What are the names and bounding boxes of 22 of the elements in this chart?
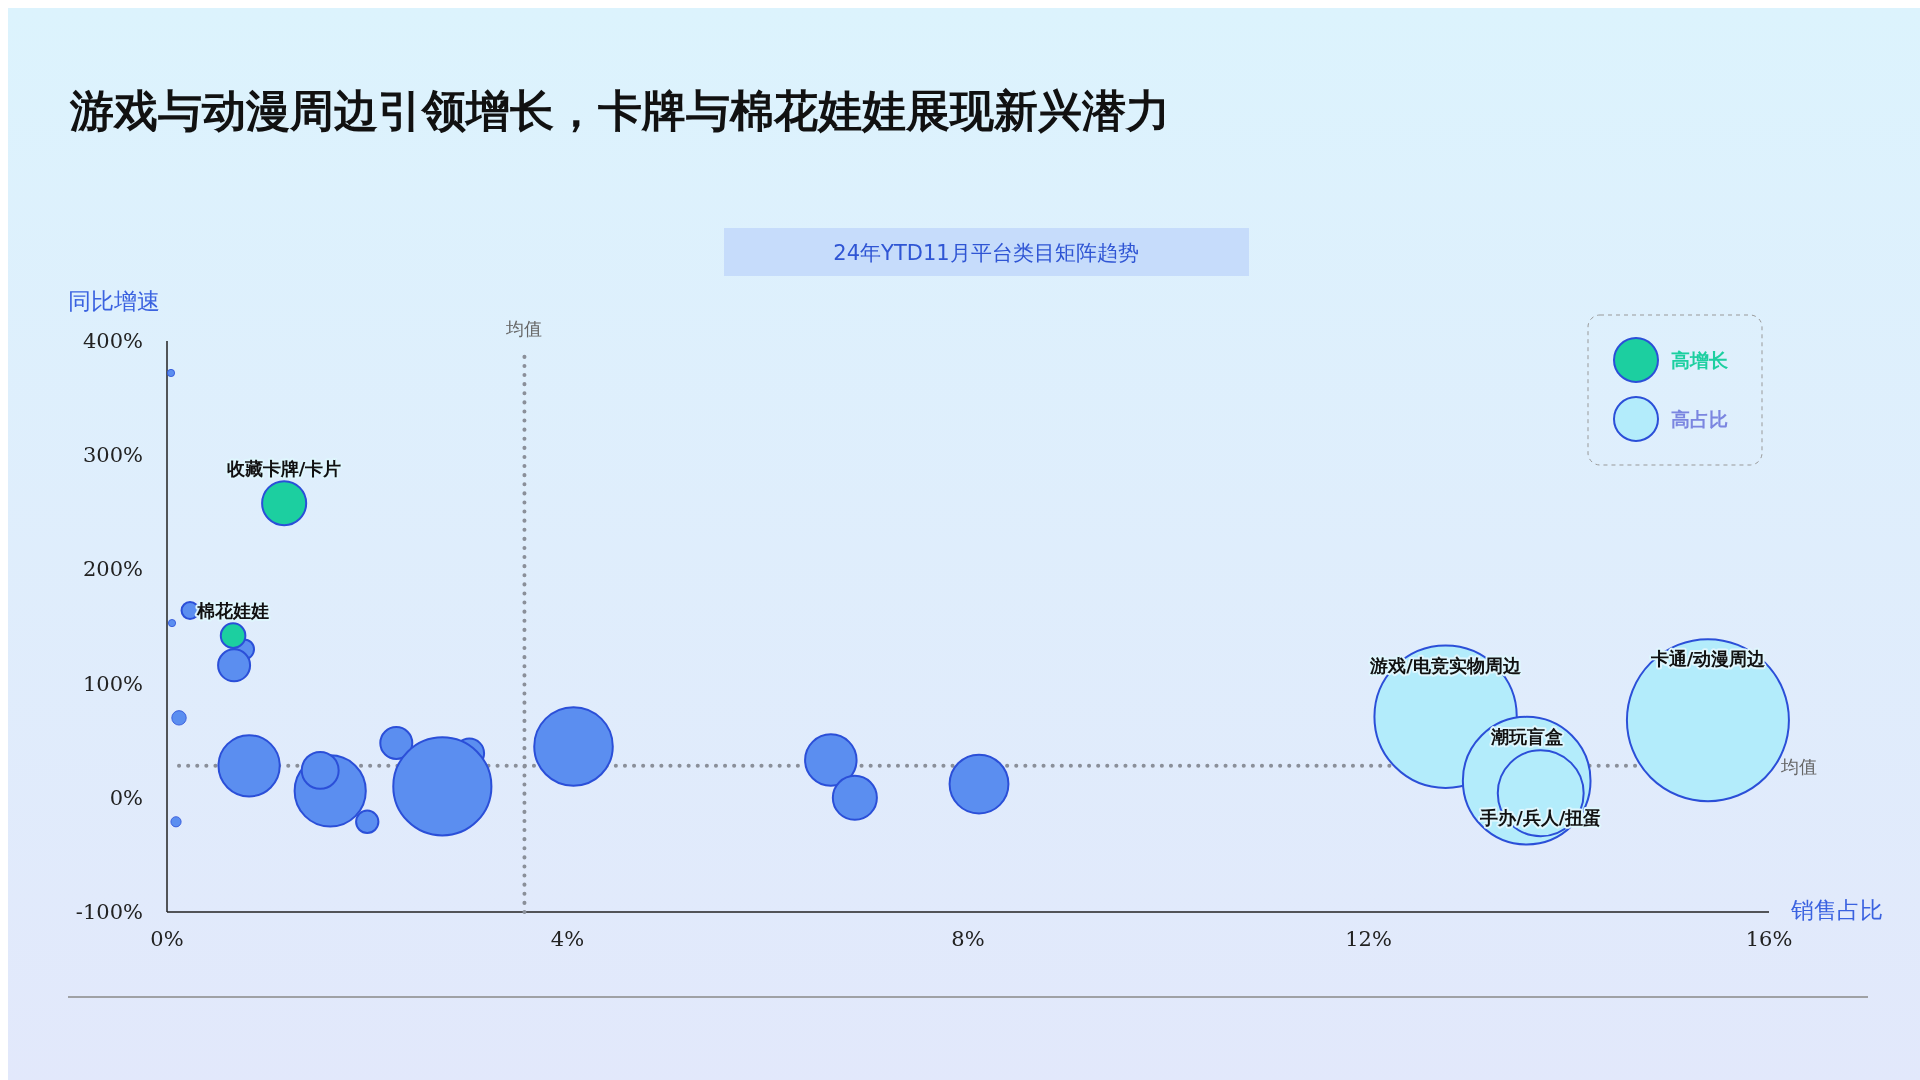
y-tick-label: 300% (82, 443, 143, 468)
x-axis-title: 销售占比 (1790, 897, 1883, 923)
annotation: 收藏卡牌/卡片 (226, 458, 342, 480)
x-tick-label: 12% (1345, 927, 1392, 951)
annotation: 潮玩盲盒 (1489, 725, 1563, 747)
chart-subtitle: 24年YTD11月平台类目矩阵趋势 (833, 241, 1139, 265)
chart-title: 游戏与动漫周边引领增长，卡牌与棉花娃娃展现新兴潜力 (69, 85, 1170, 136)
x-tick-label: 0% (150, 927, 184, 951)
legend-label: 高增长 (1671, 349, 1729, 371)
y-tick-label: 100% (82, 671, 143, 696)
y-tick-label: -100% (75, 900, 143, 924)
x-tick-label: 8% (951, 927, 985, 951)
legend-label: 高占比 (1671, 408, 1728, 430)
y-tick-label: 400% (82, 329, 143, 353)
ref-line-label: 均值 (505, 318, 543, 339)
y-axis-title: 同比增速 (68, 288, 160, 314)
y-tick-label: 200% (82, 557, 143, 582)
y-tick-label: 0% (109, 785, 143, 810)
x-tick-label: 16% (1745, 927, 1793, 951)
annotation: 卡通/动漫周边 (1649, 648, 1767, 670)
ref-line-label: 均值 (1780, 755, 1817, 777)
x-tick-label: 4% (550, 927, 585, 951)
